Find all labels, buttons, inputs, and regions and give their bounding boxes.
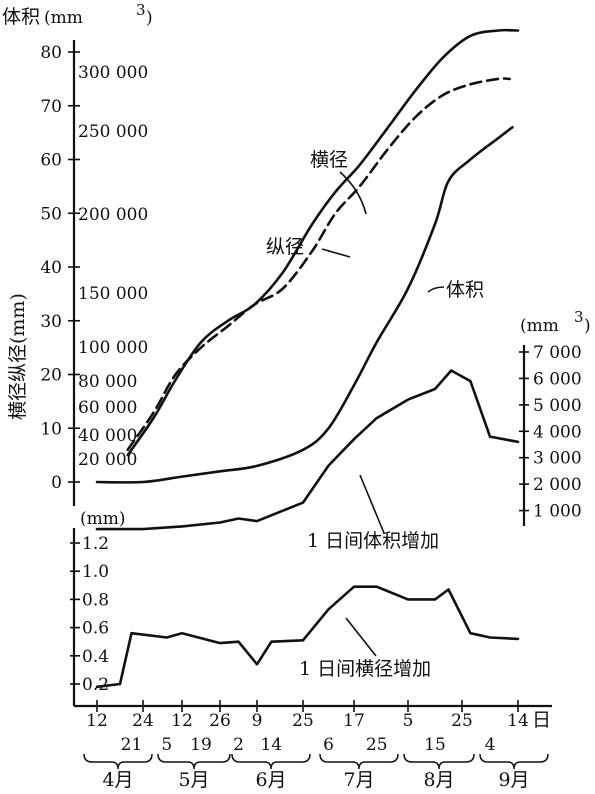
volume-tick-label-20000: 20 000 — [78, 450, 137, 470]
month-label-8: 8月 — [423, 769, 454, 791]
month-brace-6 — [231, 753, 311, 770]
volume-tick-label-200000: 200 000 — [78, 205, 148, 225]
date-label-7-25: 25 — [366, 735, 388, 755]
month-brace-9 — [479, 753, 549, 770]
date-label-8-15: 15 — [424, 735, 446, 755]
daily-diameter-tick-label-0.4: 0.4 — [82, 647, 109, 667]
daily-volume-tick-label-5000: 5 000 — [533, 396, 582, 416]
right-axis-unit-exp: 3 — [574, 308, 584, 326]
diameter-tick-label-70: 70 — [40, 97, 62, 117]
month-label-7: 7月 — [343, 769, 374, 791]
series-label-vertical-diameter: 纵径 — [266, 236, 304, 258]
date-label-6-2: 2 — [233, 735, 244, 755]
month-label-6: 6月 — [255, 769, 286, 791]
volume-tick-label-100000: 100 000 — [78, 338, 148, 358]
series-label-volume: 体积 — [446, 279, 484, 301]
month-brace-4 — [83, 753, 153, 770]
date-label-7-6: 6 — [323, 735, 334, 755]
date-label-4-12: 12 — [86, 711, 108, 731]
series-line-horizontal-diameter — [126, 28, 520, 457]
diameter-tick-label-60: 60 — [40, 151, 62, 171]
month-brace-7 — [319, 753, 399, 770]
volume-tick-label-60000: 60 000 — [78, 398, 137, 418]
date-label-7-17: 17 — [343, 711, 365, 731]
daily-volume-tick-label-1000: 1 000 — [533, 502, 582, 522]
daily-diameter-tick-label-1.0: 1.0 — [82, 562, 109, 582]
top-axis-title: 体积 — [2, 6, 40, 28]
month-brace-5 — [157, 753, 231, 770]
date-label-5-19: 19 — [190, 735, 212, 755]
diameter-tick-label-40: 40 — [40, 258, 62, 278]
date-label-6-25: 25 — [292, 711, 314, 731]
bottom-left-axis-unit: (mm) — [80, 509, 126, 529]
volume-tick-label-80000: 80 000 — [78, 372, 137, 392]
daily-diameter-tick-label-0.8: 0.8 — [82, 590, 109, 610]
day-suffix: 日 — [532, 709, 551, 731]
diameter-tick-label-10: 10 — [40, 419, 62, 439]
series-label-daily-diameter-increase: 1 日间横径增加 — [299, 658, 431, 680]
date-label-4-21: 21 — [121, 735, 143, 755]
daily-diameter-tick-label-0.6: 0.6 — [82, 619, 109, 639]
daily-volume-tick-label-2000: 2 000 — [533, 475, 582, 495]
date-label-9-14: 14 — [507, 711, 529, 731]
month-label-5: 5月 — [178, 769, 209, 791]
date-label-6-14: 14 — [261, 735, 283, 755]
daily-volume-tick-label-6000: 6 000 — [533, 369, 582, 389]
date-label-5-26: 26 — [209, 711, 231, 731]
month-label-4: 4月 — [102, 769, 133, 791]
series-label-horizontal-diameter: 横径 — [310, 149, 348, 171]
series-line-daily-diameter-increase — [95, 585, 520, 689]
series-leader-volume — [427, 286, 445, 293]
series-label-daily-volume-increase: 1 日间体积增加 — [307, 530, 439, 552]
top-axis-unit-exp: 3 — [136, 1, 146, 19]
diameter-tick-label-30: 30 — [40, 312, 62, 332]
date-label-5-12: 12 — [171, 711, 193, 731]
series-leader-horizontal-diameter — [339, 171, 367, 215]
volume-tick-label-40000: 40 000 — [78, 426, 137, 446]
date-label-6-9: 9 — [252, 711, 263, 731]
daily-volume-tick-label-3000: 3 000 — [533, 449, 582, 469]
diameter-tick-label-20: 20 — [40, 366, 62, 386]
series-leader-daily-volume-increase — [359, 474, 385, 534]
date-label-4-24: 24 — [132, 711, 154, 731]
volume-tick-label-150000: 150 000 — [78, 284, 148, 304]
top-axis-unit: (mm — [44, 8, 83, 28]
daily-diameter-tick-label-1.2: 1.2 — [82, 534, 109, 554]
series-line-volume — [95, 126, 514, 484]
diameter-tick-label-80: 80 — [40, 43, 62, 63]
volume-tick-label-250000: 250 000 — [78, 122, 148, 142]
right-axis-unit-close: ) — [584, 316, 591, 336]
month-label-9: 9月 — [498, 769, 529, 791]
volume-tick-label-300000: 300 000 — [78, 63, 148, 83]
daily-volume-tick-label-7000: 7 000 — [533, 343, 582, 363]
series-leader-daily-diameter-increase — [345, 617, 377, 657]
date-label-9-4: 4 — [485, 735, 496, 755]
diameter-tick-label-50: 50 — [40, 204, 62, 224]
series-leader-vertical-diameter — [321, 248, 351, 258]
date-label-8-25: 25 — [451, 711, 473, 731]
top-axis-unit-close: ) — [146, 8, 153, 28]
month-brace-8 — [403, 753, 475, 770]
right-axis-unit: (mm — [520, 316, 559, 336]
diameter-tick-label-0: 0 — [51, 473, 62, 493]
daily-diameter-tick-label-0.2: 0.2 — [82, 675, 109, 695]
left-axis-title: 横径纵径(mm) — [7, 293, 29, 420]
daily-volume-tick-label-4000: 4 000 — [533, 422, 582, 442]
series-line-daily-volume-increase — [95, 369, 520, 531]
date-label-5-5: 5 — [161, 735, 172, 755]
series-line-vertical-diameter — [126, 77, 511, 452]
date-label-8-5: 5 — [403, 711, 414, 731]
